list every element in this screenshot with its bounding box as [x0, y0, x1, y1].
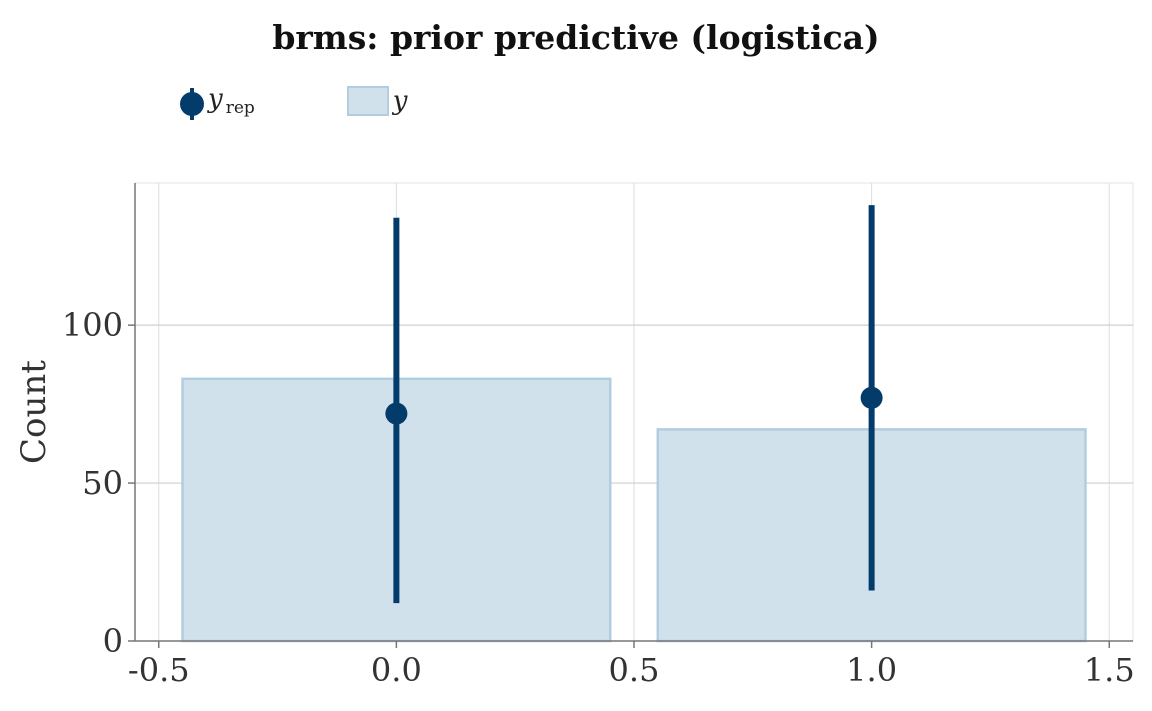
x-tick-label: -0.5	[128, 651, 190, 689]
point-interval-icon	[180, 88, 204, 120]
chart-title: brms: prior predictive (logistica)	[272, 18, 880, 57]
x-tick-label: 0.0	[371, 651, 422, 689]
point-yrep	[385, 402, 408, 425]
legend-label-yrep-main: y	[208, 84, 223, 114]
x-tick-label: 1.5	[1084, 651, 1135, 689]
point-yrep	[860, 386, 883, 409]
y-tick-label: 0	[103, 622, 123, 660]
legend-item-yrep: y rep	[180, 84, 255, 120]
legend-label-y: y	[392, 86, 408, 116]
y-tick-label: 50	[82, 464, 123, 502]
legend-label-yrep-subscript: rep	[225, 98, 255, 118]
legend-label-yrep: y rep	[208, 84, 255, 118]
legend-item-y: y	[346, 86, 408, 116]
bar-swatch-icon	[346, 86, 389, 116]
y-tick-label: 100	[62, 306, 123, 344]
legend: y rep y	[180, 84, 499, 120]
x-tick-label: 0.5	[609, 651, 660, 689]
y-axis-label: Count	[14, 360, 54, 464]
x-tick-label: 1.0	[846, 651, 897, 689]
